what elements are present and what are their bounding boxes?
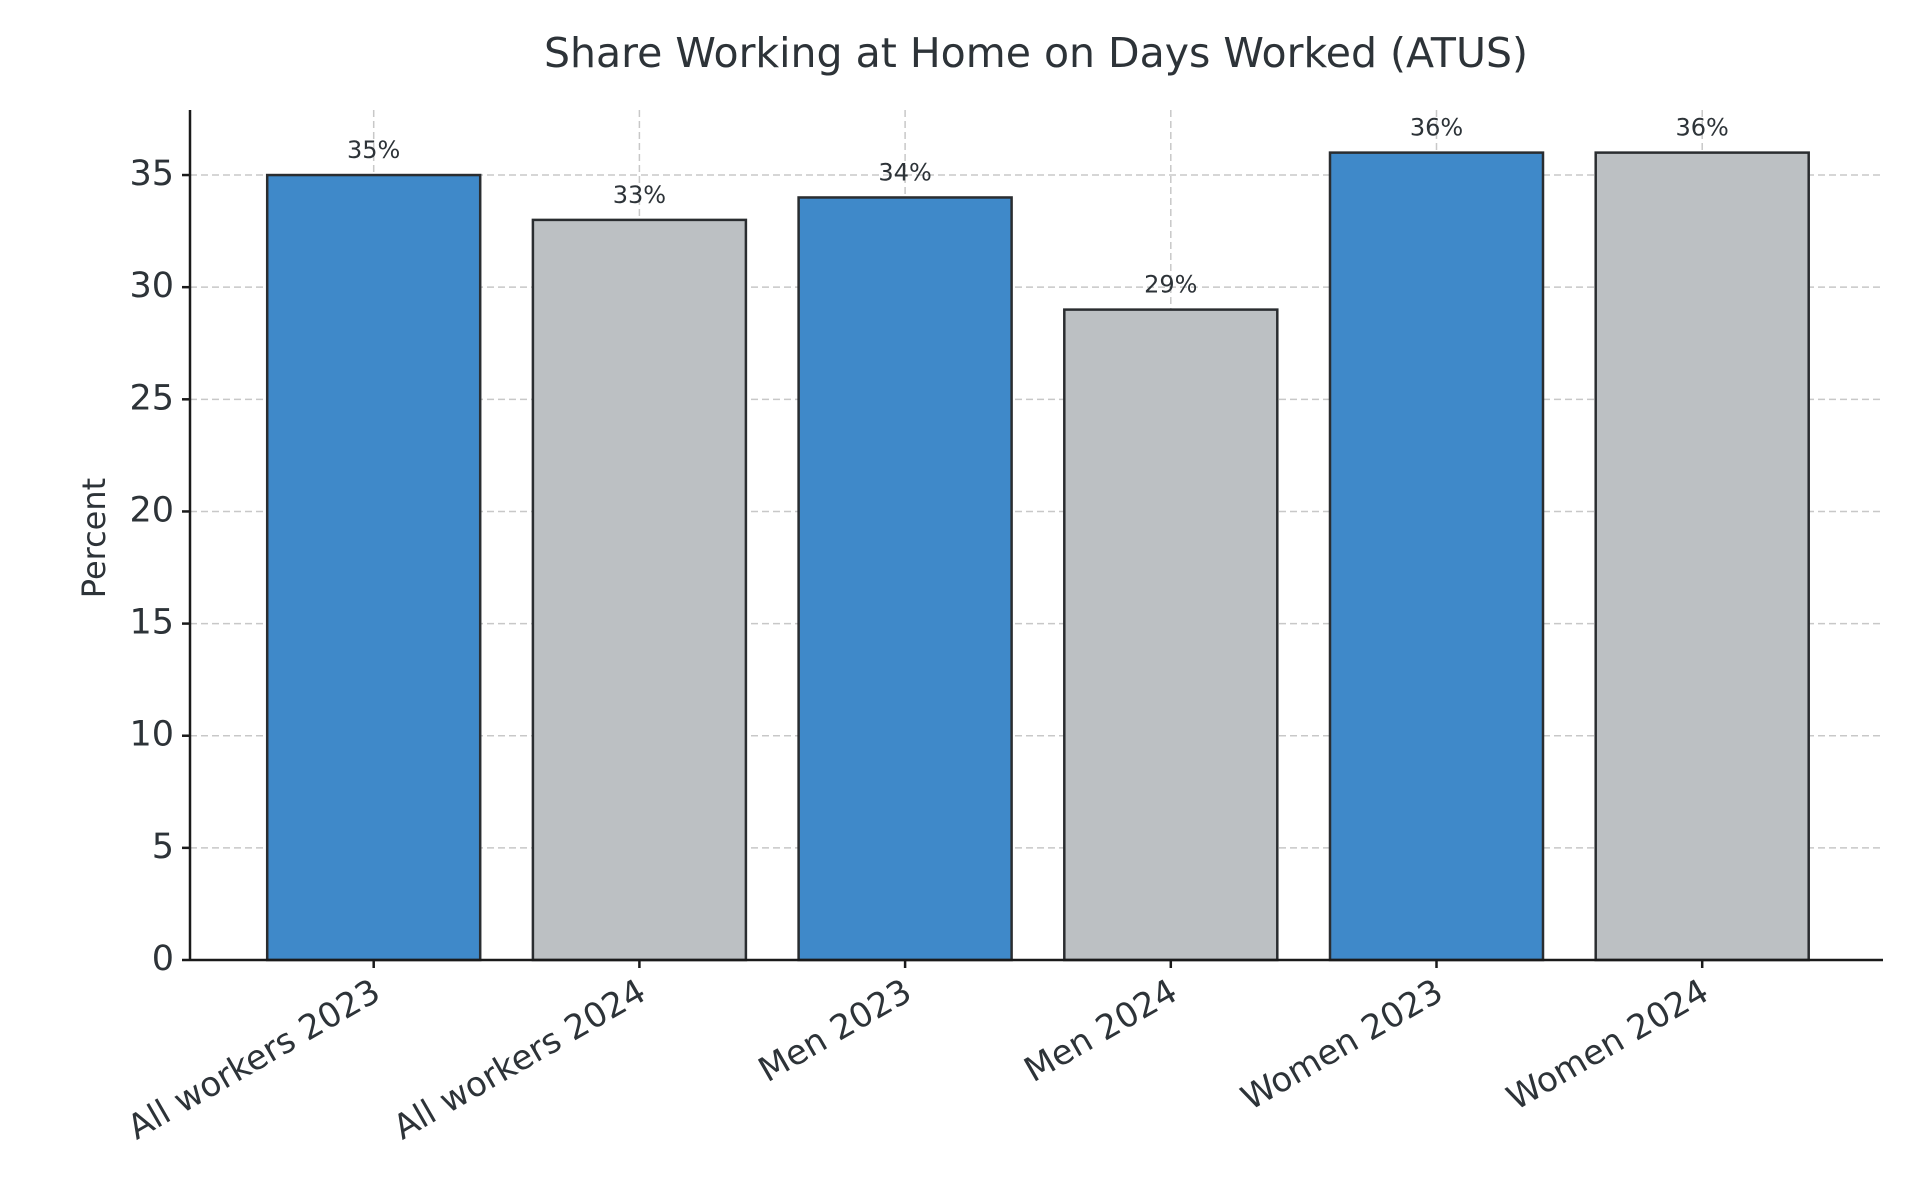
y-tick-label: 5 — [152, 827, 174, 867]
value-label: 36% — [1676, 114, 1729, 142]
y-tick-label: 15 — [129, 603, 174, 643]
x-tick-label: Women 2023 — [1235, 971, 1450, 1118]
value-label: 36% — [1410, 114, 1463, 142]
y-tick-label: 10 — [129, 715, 174, 755]
y-tick-label: 30 — [129, 266, 174, 306]
bar — [531, 218, 748, 962]
bar — [1594, 151, 1810, 962]
x-tick-label: Women 2024 — [1500, 971, 1715, 1118]
bar — [797, 196, 1013, 962]
y-tick-label: 35 — [129, 154, 174, 194]
y-tick-label: 0 — [152, 939, 174, 979]
x-tick-label: All workers 2024 — [387, 971, 653, 1148]
value-label: 35% — [347, 136, 400, 164]
y-axis-label: Percent — [75, 478, 113, 598]
chart-title: Share Working at Home on Days Worked (AT… — [544, 29, 1528, 77]
bars — [265, 151, 1810, 962]
x-tick-label: Men 2023 — [752, 971, 918, 1090]
bar — [265, 173, 482, 962]
bar — [1328, 151, 1545, 962]
x-tick-label: Men 2024 — [1018, 971, 1184, 1090]
x-tick-label: All workers 2023 — [121, 971, 387, 1148]
y-tick-label: 20 — [129, 490, 174, 530]
value-label: 29% — [1144, 271, 1197, 299]
bar — [1063, 308, 1279, 962]
value-label: 34% — [878, 158, 931, 186]
value-label: 33% — [613, 181, 666, 209]
y-tick-label: 25 — [129, 378, 174, 418]
